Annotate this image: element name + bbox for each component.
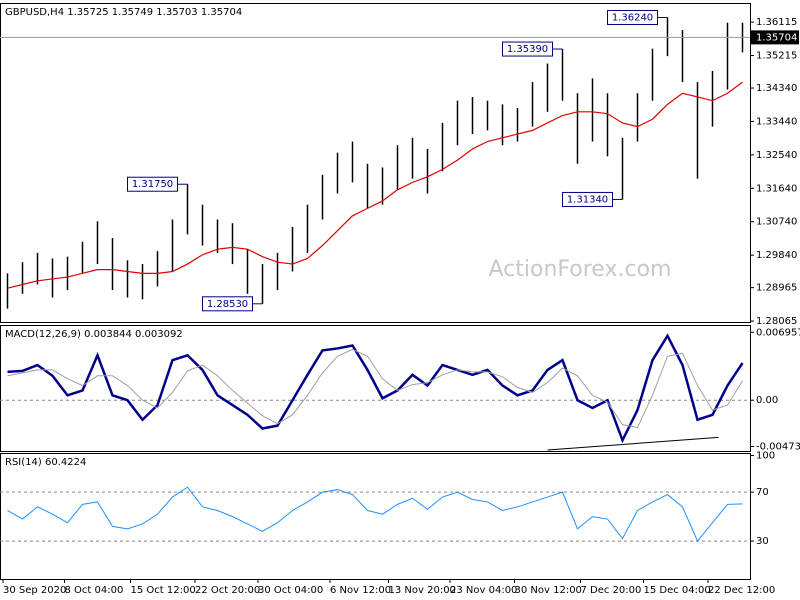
x-tick-label: 8 Oct 04:00 [65, 585, 124, 596]
x-tick-label: 6 Nov 12:00 [330, 585, 391, 596]
y-tick-label: 1.35215 [756, 51, 797, 62]
y-tick-label: 1.28965 [756, 283, 797, 294]
annotation-label: 1.31340 [567, 194, 608, 205]
y-tick-label: 1.32540 [756, 150, 797, 161]
y-tick-label: 70 [756, 487, 769, 498]
annotation-box [562, 191, 613, 207]
last-price-box [751, 30, 799, 45]
annotation-box [202, 296, 253, 312]
x-tick-label: 13 Nov 20:00 [389, 585, 456, 596]
y-tick-label: 0.006957 [756, 327, 800, 338]
annotation-label: 1.28530 [207, 299, 248, 310]
y-tick-label: 1.34340 [756, 83, 797, 94]
y-tick-label: 100 [756, 450, 775, 461]
y-tick-label: 1.31640 [756, 183, 797, 194]
panel-frame [0, 3, 751, 323]
moving-average [7, 81, 743, 289]
annotation-box [127, 176, 178, 192]
y-tick-label: 0.00 [756, 395, 778, 406]
panel-frame [0, 325, 751, 452]
annotation-label: 1.35390 [507, 44, 548, 55]
last-price-label: 1.35704 [756, 32, 797, 43]
panel-frame [0, 453, 751, 580]
y-tick-label: 1.36115 [756, 17, 797, 28]
x-tick-label: 23 Nov 04:00 [450, 585, 517, 596]
panel-title: RSI(14) 60.4224 [5, 457, 86, 468]
x-tick-label: 30 Nov 12:00 [515, 585, 582, 596]
y-tick-label: 1.28065 [756, 316, 797, 327]
x-tick-label: 22 Oct 20:00 [195, 585, 260, 596]
x-tick-label: 22 Dec 12:00 [708, 585, 775, 596]
y-tick-label: -0.004736 [756, 441, 800, 452]
indicator-line [7, 348, 743, 429]
annotation-label: 1.31750 [132, 179, 173, 190]
indicator-line [7, 486, 743, 543]
y-tick-label: 1.29840 [756, 250, 797, 261]
indicator-line [7, 333, 744, 444]
x-tick-label: 30 Sep 2020 [3, 585, 66, 596]
x-tick-label: 7 Dec 20:00 [581, 585, 642, 596]
annotation-label: 1.36240 [612, 12, 653, 23]
x-tick-label: 30 Oct 04:00 [258, 585, 323, 596]
y-tick-label: 30 [756, 536, 769, 547]
panel-title: MACD(12,26,9) 0.003844 0.003092 [5, 329, 183, 340]
trendline [547, 436, 719, 451]
watermark: ActionForex.com [489, 257, 672, 282]
y-tick-label: 1.30740 [756, 217, 797, 228]
panel-title: GBPUSD,H4 1.35725 1.35749 1.35703 1.3570… [5, 7, 242, 18]
annotation-box [502, 41, 553, 57]
annotation-box [607, 9, 658, 25]
x-tick-label: 15 Dec 04:00 [644, 585, 711, 596]
x-tick-label: 15 Oct 12:00 [131, 585, 196, 596]
y-tick-label: 1.33440 [756, 116, 797, 127]
